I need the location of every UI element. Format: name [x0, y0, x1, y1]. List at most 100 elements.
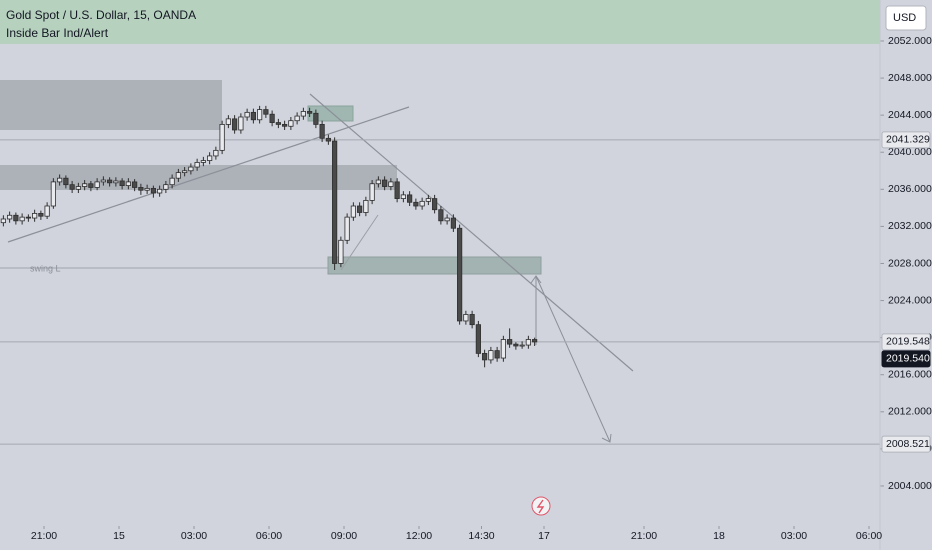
candle-body [163, 184, 169, 190]
y-tick-label: 2024.000 [888, 294, 932, 306]
y-tick-label: 2044.000 [888, 109, 932, 121]
arrow-head [530, 275, 542, 284]
candle-body [119, 180, 125, 187]
candle-body [425, 198, 431, 202]
candle-body [175, 172, 181, 179]
price-tag-label: 2041.329 [886, 134, 930, 146]
candle-body [469, 314, 475, 326]
chart-title: Gold Spot / U.S. Dollar, 15, OANDA [6, 8, 196, 22]
plot [0, 105, 880, 445]
candle-body [82, 183, 88, 187]
candle-body [413, 201, 419, 207]
candle-body [350, 205, 356, 218]
candle-body [219, 124, 225, 151]
y-tick-label: 2048.000 [888, 72, 932, 84]
price-tag [881, 435, 931, 453]
candle-body [382, 179, 388, 187]
candle-body [244, 111, 250, 118]
candle-body [257, 109, 263, 121]
candle-body [50, 181, 56, 207]
candle-body [107, 179, 113, 184]
candle-body [525, 339, 531, 346]
candle-body [100, 179, 106, 183]
header [0, 0, 880, 44]
candle-body [194, 162, 200, 168]
y-tick-label: 2032.000 [888, 220, 932, 232]
candle-body [182, 170, 188, 174]
y-tick-label: 2004.000 [888, 480, 932, 492]
candle-body [282, 124, 288, 127]
candle-body [63, 177, 69, 186]
annotation: swing L [30, 263, 61, 273]
x-tick-label: 09:00 [331, 530, 357, 542]
x-tick-label: 21:00 [31, 530, 57, 542]
y-tick-label: 2052.000 [888, 35, 932, 47]
candle-body [313, 112, 319, 125]
zone [0, 80, 222, 130]
event-icon[interactable] [531, 496, 551, 516]
x-tick-label: 21:00 [631, 530, 657, 542]
candle-body [332, 140, 338, 264]
price-tag-label: 2019.548 [886, 336, 930, 348]
candle-body [419, 200, 425, 207]
candle-body [213, 149, 219, 157]
candle-body [113, 180, 119, 184]
x-tick-label: 15 [113, 530, 125, 542]
candle-body [238, 116, 244, 131]
x-tick-label: 03:00 [781, 530, 807, 542]
candle-body [188, 166, 194, 172]
candle-body [457, 227, 463, 322]
x-tick-label: 03:00 [181, 530, 207, 542]
candle-body [57, 177, 63, 183]
drawings [0, 80, 634, 443]
candle-body [394, 181, 400, 199]
candle-body [300, 111, 306, 117]
candle-body [232, 118, 238, 131]
candle-body [338, 239, 344, 264]
axes: 2004.0002008.0002012.0002016.0002020.000… [31, 0, 932, 550]
candle-body [250, 111, 256, 121]
y-tick-label: 2040.000 [888, 146, 932, 158]
candle-body [357, 205, 363, 213]
candle-body [344, 216, 350, 241]
candle-body [7, 214, 13, 220]
x-tick-label: 14:30 [468, 530, 494, 542]
candle-body [69, 184, 75, 190]
y-tick-label: 2036.000 [888, 183, 932, 195]
x-tick-label: 06:00 [856, 530, 882, 542]
candle-body [325, 137, 331, 142]
currency-label[interactable]: USD [893, 12, 916, 24]
candle-body [488, 350, 494, 361]
trend-line [340, 214, 379, 271]
candle-body [132, 181, 138, 188]
price-tag [881, 350, 931, 368]
candle-body [19, 216, 25, 222]
candle-body [88, 183, 94, 188]
candle-body [494, 350, 500, 359]
candle-body [144, 187, 150, 191]
candle-body [363, 200, 369, 213]
candle-body [507, 339, 513, 345]
candle-body [169, 177, 175, 186]
candle-body [369, 183, 375, 201]
candle-body [307, 111, 313, 114]
candle-body [225, 118, 231, 125]
candle-body [150, 187, 156, 194]
x-tick-label: 06:00 [256, 530, 282, 542]
candle-body [375, 179, 381, 185]
candle-body [0, 218, 6, 224]
price-tag [881, 333, 931, 351]
price-tag-label: 2008.521 [886, 438, 930, 450]
x-tick-label: 18 [713, 530, 725, 542]
currency-button[interactable] [885, 5, 927, 31]
candle-body [275, 122, 281, 125]
candle-body [400, 194, 406, 199]
zone [327, 256, 542, 275]
candle-body [513, 343, 519, 347]
candle-body [444, 217, 450, 222]
candle-body [294, 115, 300, 122]
candle-body [407, 194, 413, 203]
candle-body [288, 120, 294, 127]
trend-line [7, 106, 410, 243]
